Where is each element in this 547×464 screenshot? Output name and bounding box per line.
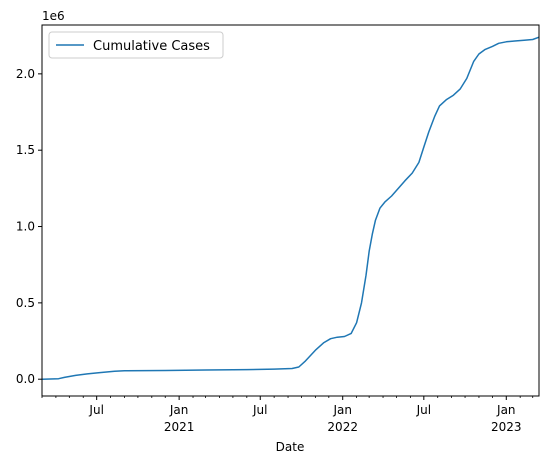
series-layer: [41, 36, 540, 380]
x-tick-label: Jan: [332, 403, 352, 417]
x-tick-label: Jul: [416, 403, 431, 417]
x-axis: Jul Jan 2021 Jul Jan 2022 Jul Jan 2023: [41, 396, 534, 434]
y-tick-label: 1.0: [16, 220, 35, 234]
axes-frame: [41, 24, 540, 397]
x-tick-year-label: 2022: [327, 420, 358, 434]
y-tick-label: 0.0: [16, 372, 35, 386]
y-axis: 0.0 0.5 1.0 1.5 2.0: [16, 67, 42, 386]
y-tick-label: 1.5: [16, 143, 35, 157]
y-offset-label: 1e6: [42, 9, 65, 23]
x-tick-label: Jul: [88, 403, 103, 417]
y-tick-label: 2.0: [16, 67, 35, 81]
series-line-0: [41, 36, 540, 380]
legend-label: Cumulative Cases: [93, 39, 210, 54]
x-tick-year-label: 2021: [164, 420, 195, 434]
legend-box: [48, 31, 224, 59]
x-axis-label: Date: [276, 440, 305, 454]
x-tick-label: Jan: [169, 403, 189, 417]
x-tick-year-label: 2023: [491, 420, 522, 434]
y-tick-label: 0.5: [16, 296, 35, 310]
x-tick-label: Jul: [252, 403, 267, 417]
x-tick-label: Jan: [496, 403, 516, 417]
legend: Cumulative Cases: [48, 31, 224, 59]
